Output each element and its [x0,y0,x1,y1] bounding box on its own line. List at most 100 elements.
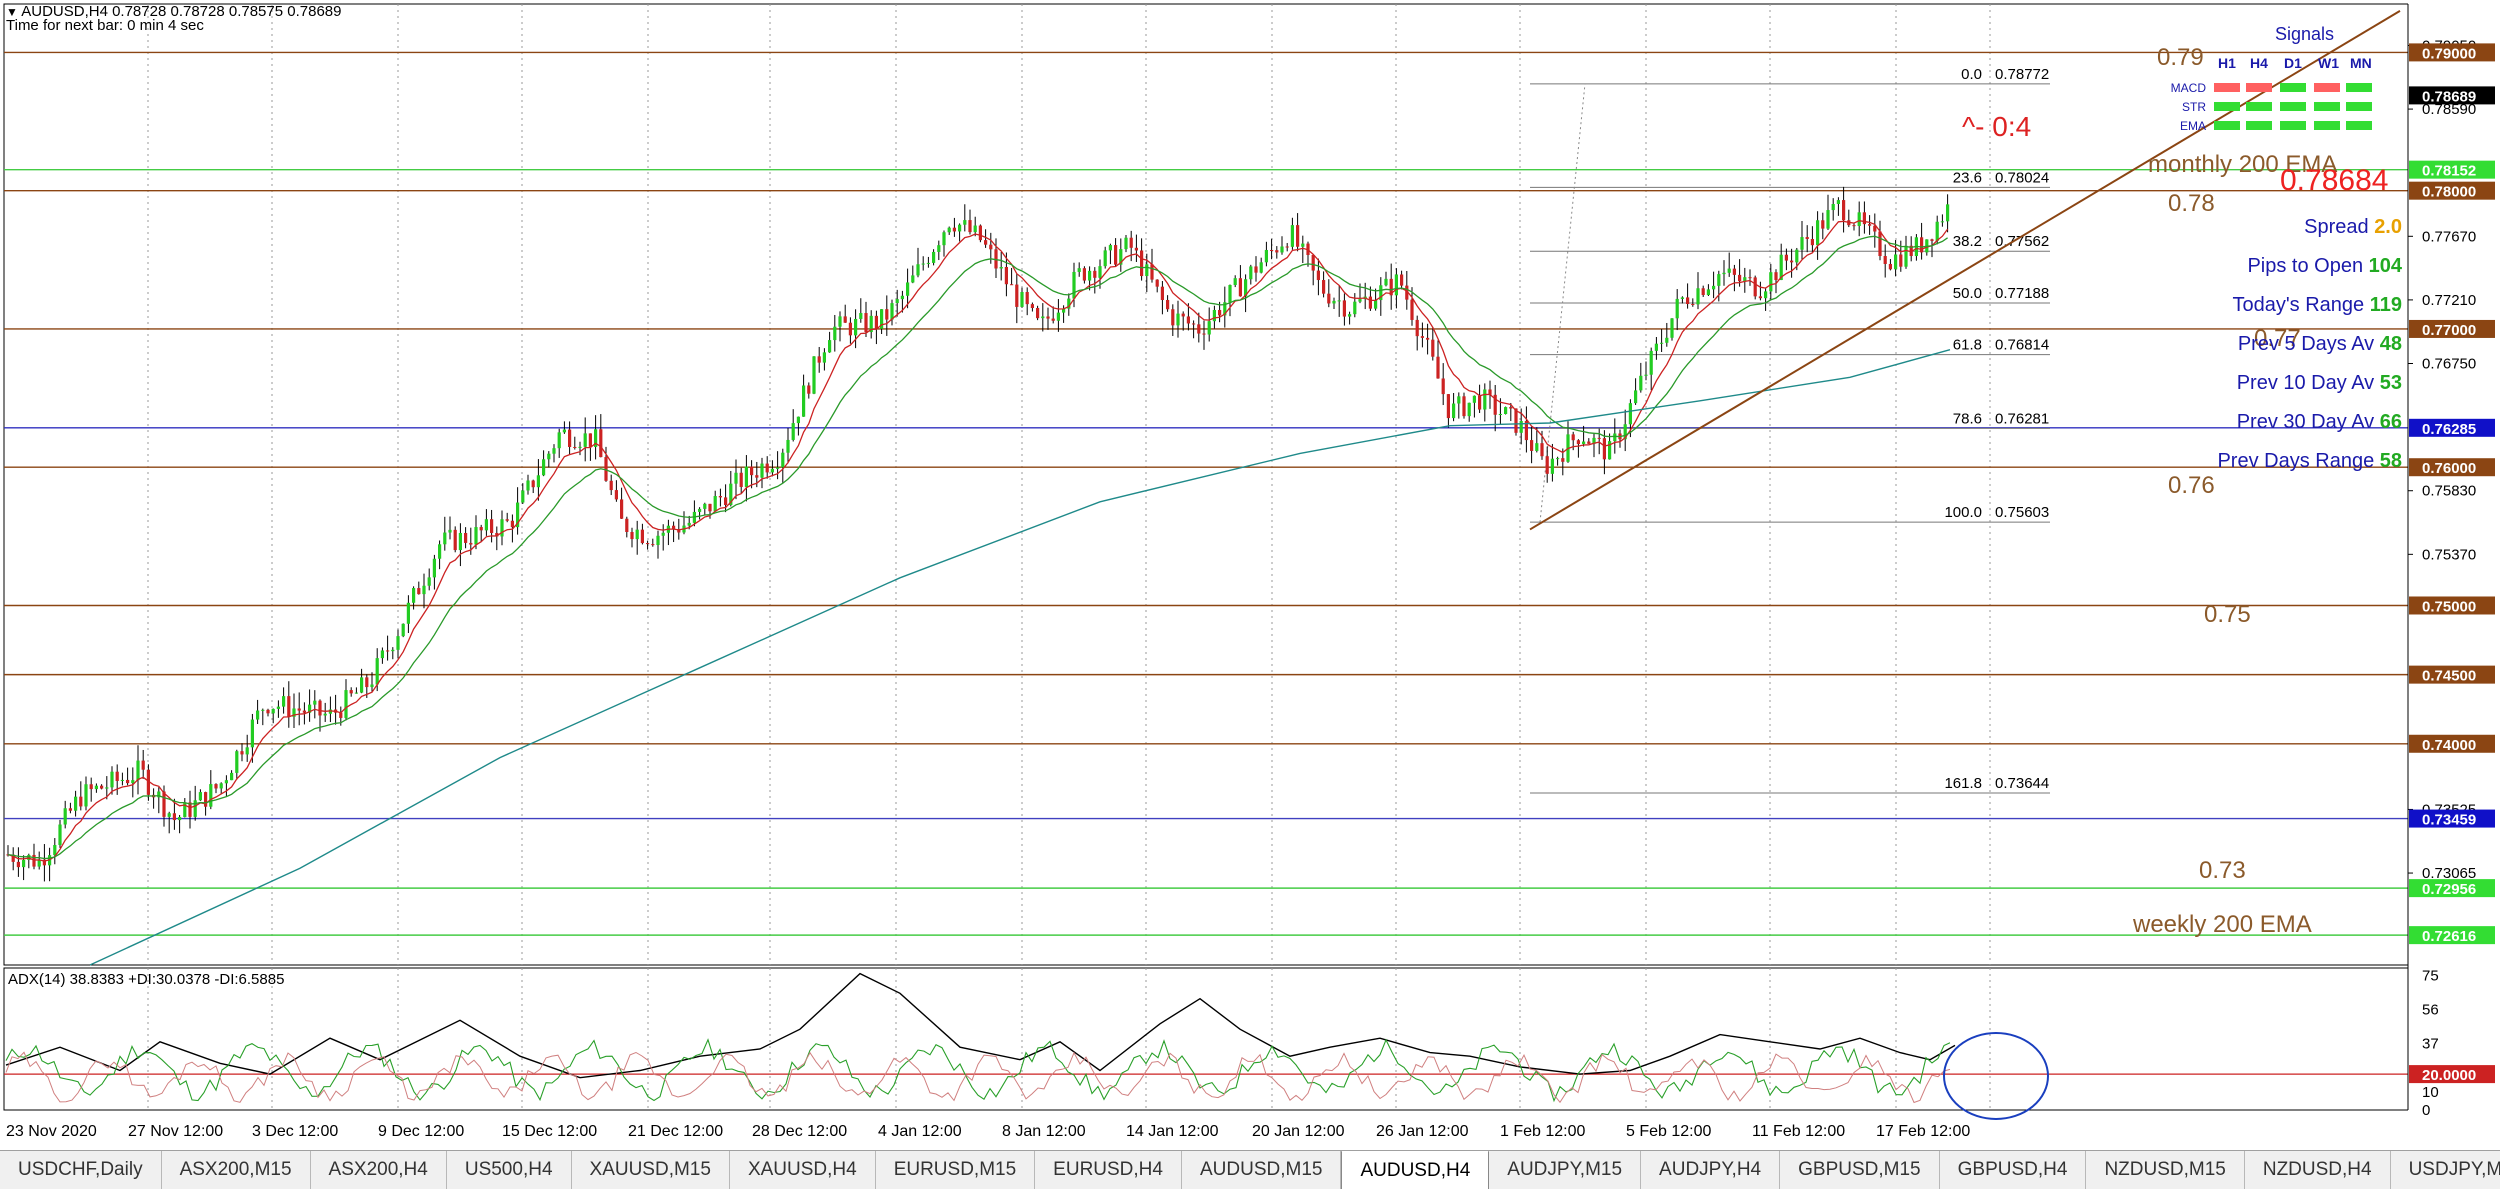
chart-tab[interactable]: ASX200,H4 [311,1151,447,1189]
candle-body [1883,256,1887,264]
candle-body [245,747,249,755]
time-label: 14 Jan 12:00 [1126,1123,1219,1140]
candle-body [1467,402,1471,417]
chart-tab[interactable]: AUDJPY,M15 [1489,1151,1642,1189]
candle-body [1088,270,1092,281]
candle-body [120,779,124,781]
chart-title: ▼ AUDUSD,H4 0.78728 0.78728 0.78575 0.78… [6,3,341,20]
candle-body [1493,394,1497,415]
candle-body [1446,394,1450,419]
candle-body [188,802,192,817]
adx-tick-label: 0 [2422,1102,2430,1119]
candle-body [297,708,301,711]
chart-tab[interactable]: EURUSD,M15 [876,1151,1036,1189]
candle-body [396,636,400,650]
candle-body [308,704,312,713]
chart-tab[interactable]: NZDUSD,M15 [2086,1151,2245,1189]
candle-body [620,499,624,519]
candle-body [1077,268,1081,272]
candle-body [874,315,878,329]
candle-body [1171,309,1175,326]
candle-body [1608,441,1612,460]
candle-body [739,472,743,487]
price-tag-bg [2409,458,2495,477]
candle-body [932,251,936,263]
chart-tab[interactable]: USDCHF,Daily [0,1151,162,1189]
chart-tab[interactable]: GBPUSD,H4 [1940,1151,2087,1189]
price-tick-label: 0.75830 [2422,483,2476,500]
candle-body [417,588,421,595]
candle-body [1004,266,1008,285]
candle-body [1556,458,1560,460]
chart-tab[interactable]: NZDUSD,H4 [2245,1151,2391,1189]
candle-body [510,520,514,528]
candle-body [973,225,977,233]
candle-body [1795,249,1799,263]
candle-body [1946,204,1950,222]
price-tick-label: 0.77670 [2422,228,2476,245]
uptrend-line[interactable] [1529,10,2401,531]
candle-body [469,542,473,545]
candle-body [1675,298,1679,319]
chart-tab[interactable]: AUDJPY,H4 [1641,1151,1781,1189]
trendline[interactable] [1529,10,2401,531]
chart-tab[interactable]: AUDUSD,M15 [1182,1151,1342,1189]
candle-body [1254,266,1258,273]
adx-label: ADX(14) 38.8383 +DI:30.0378 -DI:6.5885 [8,971,284,988]
candle-body [1290,225,1294,247]
candle-body [640,529,644,544]
candle-body [1082,268,1086,281]
chart-tab[interactable]: US500,H4 [447,1151,572,1189]
candle-body [11,854,15,862]
chart-tab[interactable]: AUDUSD,H4 [1341,1151,1490,1189]
candle-body [651,544,655,546]
signals-timeframe: W1 [2318,55,2339,71]
candle-body [1046,316,1050,319]
candle-body [1758,296,1762,299]
candle-body [1732,268,1736,275]
chart-tab[interactable]: USDJPY,M15 [2391,1151,2500,1189]
time-label: 20 Jan 12:00 [1252,1123,1345,1140]
chart-tab[interactable]: GBPUSD,M15 [1780,1151,1940,1189]
candle-body [266,709,270,714]
weekly-ema-label: weekly 200 EMA [2132,911,2312,938]
candle-body [677,529,681,533]
fib-level-pct: 50.0 [1953,285,1982,302]
candle-body [1909,245,1913,257]
candle-body [578,446,582,448]
fib-level-price: 0.78024 [1995,169,2049,186]
candle-body [209,784,213,807]
candle-body [344,690,348,718]
chart-tab[interactable]: XAUUSD,H4 [730,1151,876,1189]
collapse-triangle-icon[interactable]: ▼ [6,5,18,19]
candle-body [1280,246,1284,253]
candle-body [256,710,260,720]
stat-row: Spread 2.0 [2304,216,2402,238]
candle-body [1270,249,1274,251]
candle-body [1753,277,1757,297]
candle-body [1244,279,1248,297]
price-tag-label: 0.72616 [2422,928,2476,945]
fibonacci-retracement[interactable]: 0.0 0.78772 23.6 0.78024 38.2 0.77562 50.0 0.77… [1530,66,2050,794]
candle-body [1790,260,1794,263]
chart-tab[interactable]: EURUSD,H4 [1035,1151,1182,1189]
adx-tick-label: 37 [2422,1036,2439,1053]
price-axis[interactable]: 0.790500.785900.776700.772100.767500.758… [2407,0,2500,1150]
candle-body [458,532,462,551]
chart-tab[interactable]: XAUUSD,M15 [572,1151,730,1189]
adx-plus-di-line [5,1038,1951,1103]
candle-body [1597,437,1601,439]
candle-body [646,543,650,545]
candle-body [1899,254,1903,267]
price-chart[interactable]: 0.0 0.78772 23.6 0.78024 38.2 0.77562 50.0 0.77… [0,0,2500,1150]
candle-body [989,244,993,250]
fib-level-pct: 78.6 [1953,410,1982,427]
fib-level-price: 0.75603 [1995,504,2049,521]
candle-body [770,468,774,473]
candle-body [1436,356,1440,379]
candle-body [885,309,889,320]
candle-body [438,544,442,559]
candle-body [573,446,577,448]
candle-body [1821,220,1825,229]
chart-tab[interactable]: ASX200,M15 [162,1151,311,1189]
